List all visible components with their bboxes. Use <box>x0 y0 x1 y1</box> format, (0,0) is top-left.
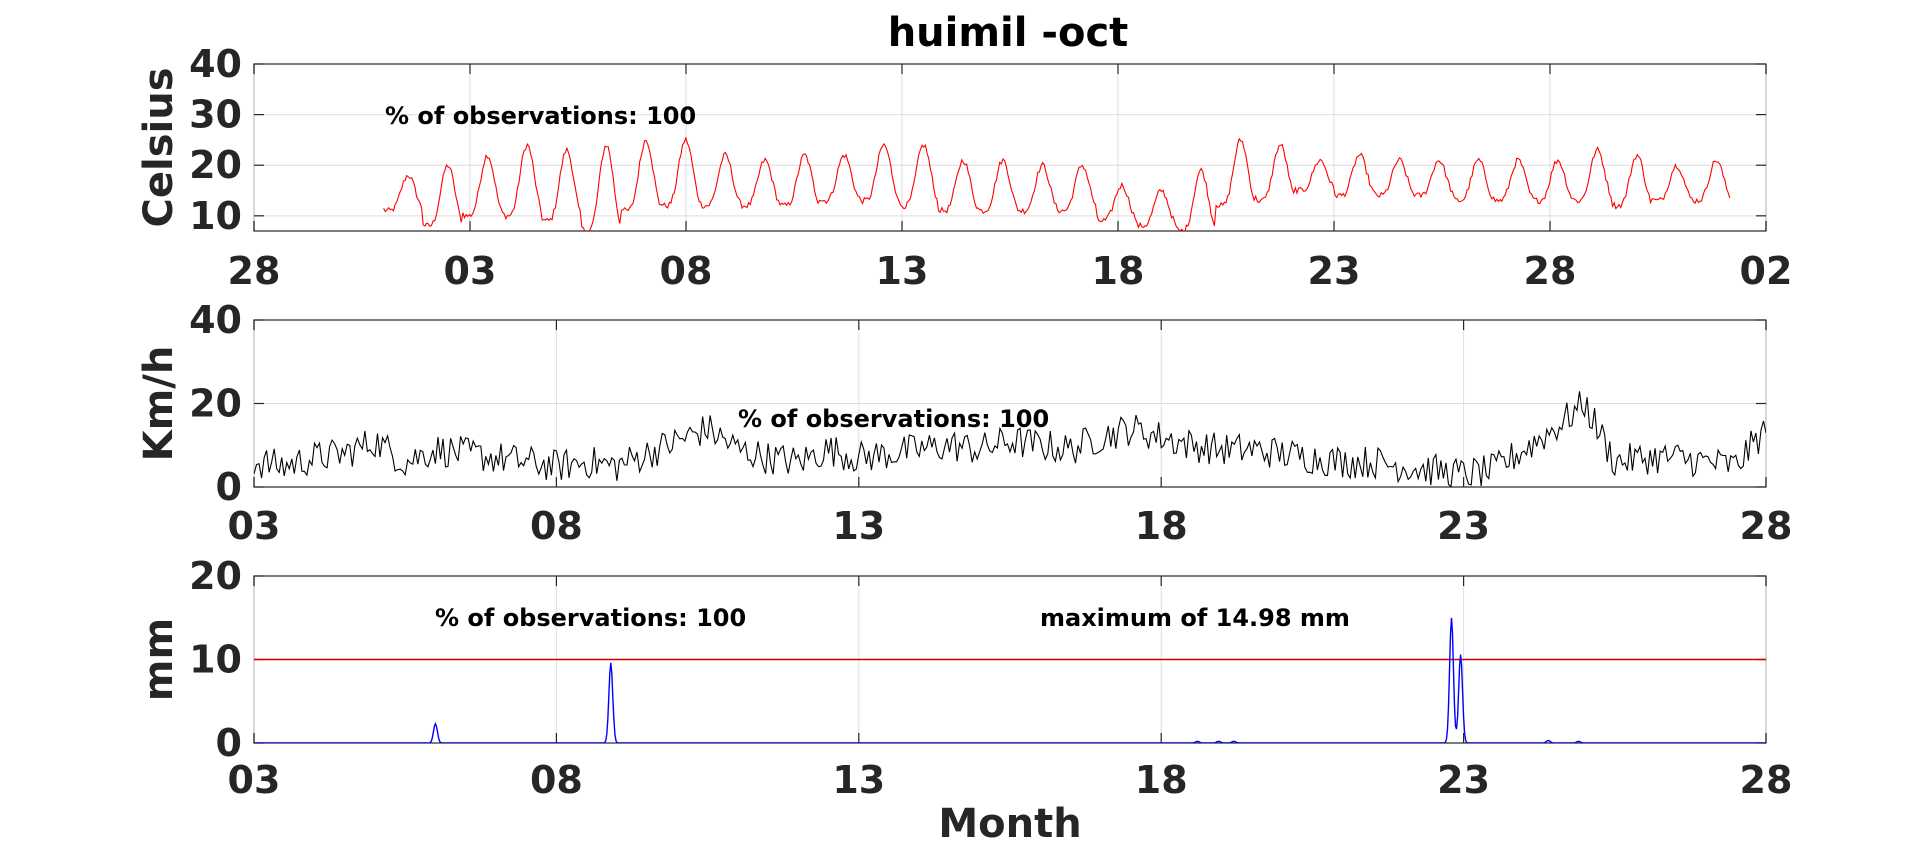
observations-annotation: % of observations: 100 <box>385 102 696 130</box>
x-tick-label: 28 <box>1740 504 1793 548</box>
y-tick-label: 20 <box>189 554 242 598</box>
y-axis-label: Celsius <box>136 68 182 228</box>
y-tick-label: 0 <box>216 465 242 509</box>
x-tick-label: 03 <box>444 249 497 293</box>
x-axis-label: Month <box>938 801 1081 841</box>
chart-title: huimil -oct <box>888 10 1129 56</box>
x-tick-label: 23 <box>1437 504 1490 548</box>
y-tick-label: 30 <box>189 93 242 137</box>
x-tick-label: 23 <box>1308 249 1361 293</box>
y-tick-label: 10 <box>189 638 242 682</box>
x-tick-label: 18 <box>1135 504 1188 548</box>
observations-annotation: % of observations: 100 <box>738 405 1049 433</box>
maximum-annotation: maximum of 14.98 mm <box>1040 604 1350 632</box>
y-axis-label: Km/h <box>136 346 182 462</box>
x-tick-label: 03 <box>228 504 281 548</box>
y-tick-label: 20 <box>189 143 242 187</box>
series-group <box>254 391 1766 487</box>
y-axis-label: mm <box>136 618 182 701</box>
x-tick-label: 13 <box>832 504 885 548</box>
x-tick-label: 08 <box>530 504 583 548</box>
x-tick-label: 08 <box>660 249 713 293</box>
plot-area <box>253 63 1767 232</box>
x-tick-label: 28 <box>1740 758 1793 802</box>
series-group <box>383 136 1731 231</box>
x-tick-label: 13 <box>832 758 885 802</box>
x-tick-label: 03 <box>228 758 281 802</box>
x-tick-label: 28 <box>228 249 281 293</box>
x-tick-label: 08 <box>530 758 583 802</box>
series-line <box>383 136 1731 231</box>
x-tick-label: 13 <box>876 249 929 293</box>
x-tick-label: 28 <box>1524 249 1577 293</box>
x-tick-label: 18 <box>1135 758 1188 802</box>
y-tick-label: 40 <box>189 298 242 342</box>
series-line <box>254 391 1766 487</box>
x-tick-label: 18 <box>1092 249 1145 293</box>
y-tick-label: 40 <box>189 42 242 86</box>
y-tick-label: 0 <box>216 721 242 765</box>
observations-annotation: % of observations: 100 <box>435 604 746 632</box>
series-group <box>254 617 1766 743</box>
x-tick-label: 23 <box>1437 758 1490 802</box>
y-tick-label: 10 <box>189 194 242 238</box>
x-tick-label: 02 <box>1740 249 1793 293</box>
y-tick-label: 20 <box>189 382 242 426</box>
